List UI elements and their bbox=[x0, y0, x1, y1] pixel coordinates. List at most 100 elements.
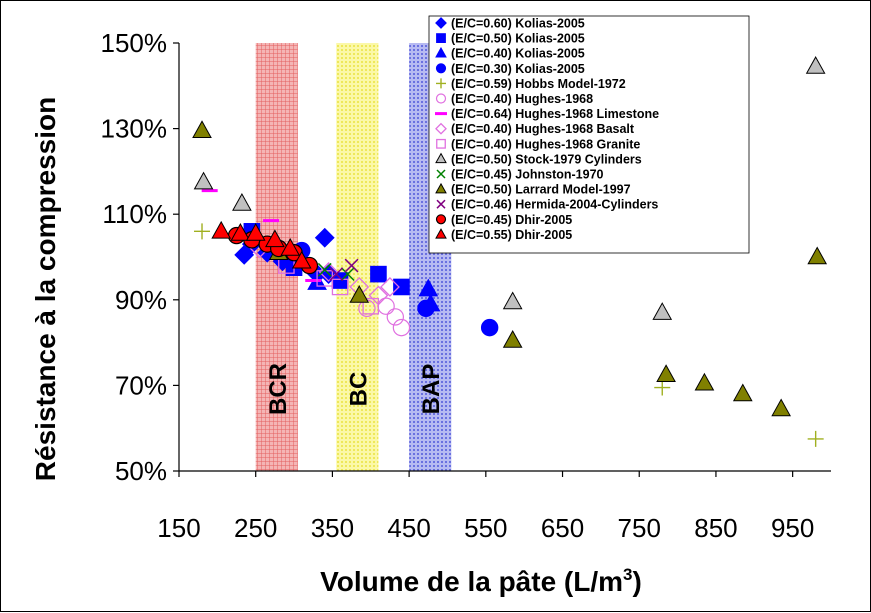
x-tick-label: 150 bbox=[157, 513, 200, 543]
data-point bbox=[732, 383, 753, 402]
legend-label: (E/C=0.59) Hobbs Model-1972 bbox=[451, 77, 626, 91]
legend-label: (E/C=0.30) Kolias-2005 bbox=[451, 62, 585, 76]
legend-label: (E/C=0.45) Dhir-2005 bbox=[451, 213, 572, 227]
x-tick-label: 550 bbox=[464, 513, 507, 543]
x-tick-label: 750 bbox=[618, 513, 661, 543]
data-point bbox=[392, 318, 411, 337]
series-4 bbox=[194, 223, 824, 447]
series-14 bbox=[211, 220, 312, 269]
legend-entry: (E/C=0.50) Stock-1979 Cylinders bbox=[435, 152, 642, 166]
data-point bbox=[194, 223, 211, 240]
data-point bbox=[280, 237, 301, 256]
series-12 bbox=[329, 258, 359, 282]
data-point bbox=[805, 56, 826, 74]
legend-marker bbox=[435, 214, 447, 225]
legend-marker bbox=[436, 78, 446, 89]
data-point bbox=[230, 222, 251, 241]
x-axis-title: Volume de la pâte (L/m3) bbox=[320, 565, 642, 597]
data-point bbox=[807, 430, 824, 447]
legend-label: (E/C=0.55) Dhir-2005 bbox=[451, 228, 572, 242]
data-point bbox=[317, 262, 332, 277]
legend-marker bbox=[435, 63, 447, 74]
data-point bbox=[370, 265, 387, 283]
legend-entry: (E/C=0.55) Dhir-2005 bbox=[435, 228, 572, 242]
data-point bbox=[380, 277, 400, 297]
legend-entry: (E/C=0.59) Hobbs Model-1972 bbox=[436, 77, 626, 91]
data-point bbox=[331, 278, 349, 296]
legend-label: (E/C=0.50) Stock-1979 Cylinders bbox=[451, 152, 642, 166]
legend-marker bbox=[435, 46, 447, 58]
data-point bbox=[192, 120, 212, 138]
data-point bbox=[211, 220, 232, 239]
data-point bbox=[652, 302, 673, 320]
legend-entry: (E/C=0.45) Dhir-2005 bbox=[435, 213, 572, 227]
x-axis-title-main: Volume de la pâte (L/m bbox=[320, 566, 623, 597]
series-9 bbox=[193, 56, 826, 320]
data-point bbox=[193, 171, 214, 190]
legend-entry: (E/C=0.45) Johnston-1970 bbox=[436, 168, 604, 182]
data-point bbox=[502, 291, 523, 310]
x-axis-title-end: ) bbox=[633, 566, 642, 597]
legend-marker bbox=[436, 138, 446, 149]
legend-label: (E/C=0.40) Hughes-1968 Basalt bbox=[451, 122, 635, 136]
data-point bbox=[340, 267, 355, 282]
legend-box bbox=[428, 15, 750, 254]
legend-entry: (E/C=0.40) Hughes-1968 Granite bbox=[436, 137, 640, 151]
legend-marker bbox=[435, 152, 447, 164]
points-layer bbox=[192, 56, 828, 447]
legend-marker bbox=[436, 199, 446, 209]
x-tick-label: 950 bbox=[771, 513, 814, 543]
x-tick-label: 450 bbox=[387, 513, 430, 543]
y-tick-label: 150% bbox=[101, 28, 168, 58]
y-axis-title: Résistance à la compression bbox=[30, 97, 61, 481]
data-point bbox=[694, 372, 715, 391]
data-point bbox=[245, 222, 266, 241]
data-point bbox=[771, 398, 791, 417]
legend-marker bbox=[435, 93, 447, 104]
legend-entry: (E/C=0.40) Kolias-2005 bbox=[435, 46, 585, 61]
y-tick-label: 70% bbox=[115, 370, 167, 400]
titles-layer: Résistance à la compression Volume de la… bbox=[30, 97, 642, 597]
band-bc bbox=[336, 43, 379, 471]
legend-label: (E/C=0.40) Kolias-2005 bbox=[451, 47, 585, 61]
x-tick-label: 850 bbox=[694, 513, 737, 543]
data-point bbox=[344, 258, 359, 273]
x-tick-label: 250 bbox=[234, 513, 277, 543]
legend-marker bbox=[436, 169, 446, 179]
data-point bbox=[349, 285, 370, 303]
data-point bbox=[291, 250, 312, 269]
data-point bbox=[654, 379, 671, 396]
series-6 bbox=[201, 189, 322, 283]
y-tick-label: 90% bbox=[115, 285, 167, 315]
y-tick-label: 110% bbox=[102, 199, 167, 229]
legend-marker bbox=[435, 228, 447, 239]
legend-entry: (E/C=0.46) Hermida-2004-Cylinders bbox=[436, 198, 658, 212]
data-point bbox=[329, 267, 344, 282]
data-point bbox=[265, 229, 285, 248]
legend-entry: (E/C=0.40) Hughes-1968 bbox=[435, 92, 593, 106]
band-label-bcr: BCR bbox=[265, 363, 292, 415]
series-10 bbox=[317, 262, 355, 282]
x-tick-label: 350 bbox=[311, 513, 354, 543]
legend-label: (E/C=0.64) Hughes-1968 Limestone bbox=[451, 107, 659, 121]
legend-marker bbox=[436, 33, 446, 43]
legend-marker bbox=[435, 122, 447, 135]
x-axis-title-sup: 3 bbox=[623, 565, 632, 584]
data-point bbox=[417, 299, 435, 318]
data-point bbox=[377, 297, 395, 315]
data-point bbox=[314, 227, 335, 248]
legend-label: (E/C=0.46) Hermida-2004-Cylinders bbox=[451, 198, 658, 212]
x-tick-label: 650 bbox=[541, 513, 584, 543]
legend-marker bbox=[435, 17, 447, 29]
data-point bbox=[418, 278, 439, 297]
legend: (E/C=0.60) Kolias-2005(E/C=0.50) Kolias-… bbox=[428, 15, 750, 254]
legend-marker bbox=[435, 182, 447, 194]
legend-label: (E/C=0.40) Hughes-1968 Granite bbox=[451, 137, 640, 151]
legend-entry: (E/C=0.30) Kolias-2005 bbox=[435, 62, 585, 76]
data-point bbox=[480, 318, 499, 337]
data-point bbox=[318, 262, 339, 282]
legend-label: (E/C=0.45) Johnston-1970 bbox=[451, 168, 604, 182]
legend-label: (E/C=0.50) Larrard Model-1997 bbox=[451, 183, 631, 197]
